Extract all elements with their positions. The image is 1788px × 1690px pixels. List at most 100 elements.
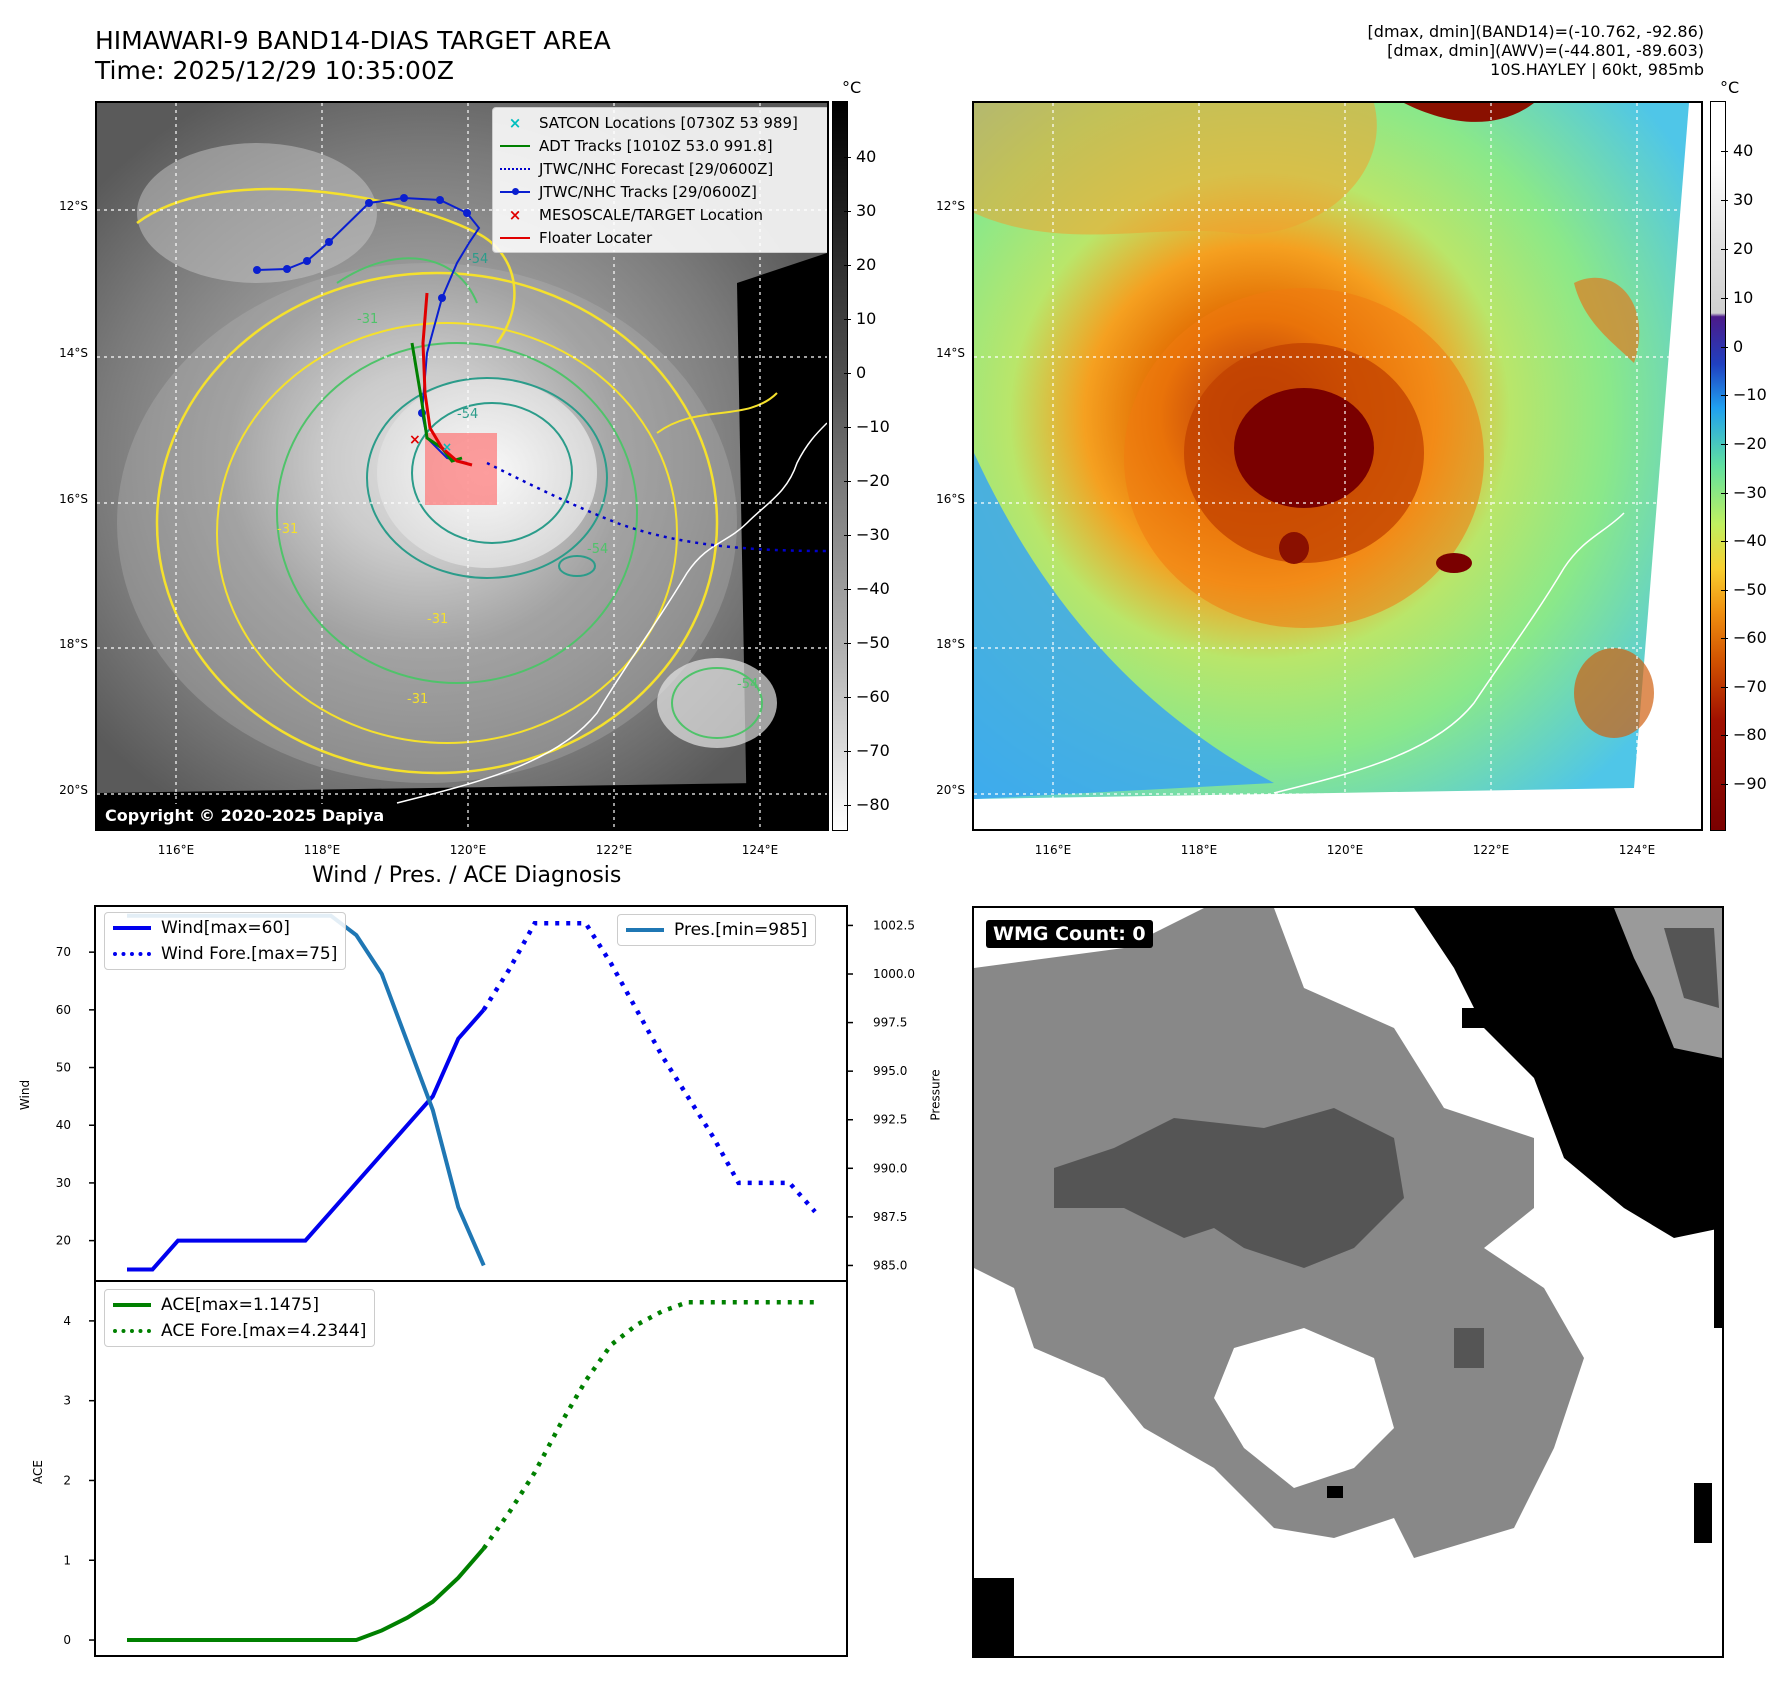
cb-tick: 0	[843, 363, 867, 382]
lat-label: 18°S	[59, 637, 88, 651]
lon-label: 120°E	[1326, 843, 1364, 857]
cb-tick: −70	[844, 741, 890, 760]
cb-tick: 10	[1720, 288, 1754, 307]
floater-line-icon	[497, 228, 533, 248]
contour-label: -54	[467, 252, 488, 267]
awv-map-panel	[972, 101, 1703, 831]
colorbar-left	[832, 101, 848, 831]
cb-tick: 30	[1720, 190, 1754, 209]
lon-label: 122°E	[595, 843, 633, 857]
ace-legend: ACE[max=1.1475] ACE Fore.[max=4.2344]	[104, 1289, 376, 1347]
awv-gridlines	[974, 103, 1701, 829]
info-band14: [dmax, dmin](BAND14)=(-10.762, -92.86)	[1367, 22, 1704, 41]
lat-label: 12°S	[59, 199, 88, 213]
y-tick-label: 997.5	[873, 1016, 907, 1030]
legend-jtwc-tracks: JTWC/NHC Tracks [29/0600Z]	[497, 180, 827, 203]
ace-axis-label: ACE	[30, 1460, 45, 1484]
legend-jtwc-tracks-label: JTWC/NHC Tracks [29/0600Z]	[539, 182, 757, 201]
pressure-legend: Pres.[min=985]	[617, 914, 817, 946]
series-line	[481, 1299, 815, 1550]
cb-tick: −40	[844, 579, 890, 598]
legend-wind-label: Wind[max=60]	[161, 918, 290, 938]
cb-tick: −30	[1721, 483, 1767, 502]
storm-info: [dmax, dmin](BAND14)=(-10.762, -92.86) […	[1368, 22, 1704, 79]
wind-fore-line-icon	[113, 952, 151, 956]
mesoscale-marker-icon: ×	[508, 205, 522, 224]
y-tick-label: 1002.5	[873, 918, 915, 932]
mesoscale-marker: ×	[409, 432, 421, 448]
lat-label: 16°S	[59, 492, 88, 506]
awv-coastline	[1273, 512, 1625, 794]
adt-track	[410, 342, 463, 463]
cb-tick: −90	[1721, 774, 1767, 793]
legend-satcon-label: SATCON Locations [0730Z 53 989]	[539, 113, 798, 132]
legend-adt-label: ADT Tracks [1010Z 53.0 991.8]	[539, 136, 773, 155]
awv-map-image	[974, 103, 1701, 829]
legend-adt: ADT Tracks [1010Z 53.0 991.8]	[497, 134, 827, 157]
figure-title: HIMAWARI-9 BAND14-DIAS TARGET AREA Time:…	[95, 26, 611, 86]
contour-label: -31	[277, 522, 298, 537]
diagnosis-title: Wind / Pres. / ACE Diagnosis	[312, 863, 622, 888]
map-legend: × SATCON Locations [0730Z 53 989] ADT Tr…	[492, 107, 827, 253]
lat-label: 16°S	[936, 492, 965, 506]
series-line	[127, 1547, 486, 1643]
cb-tick: −30	[844, 525, 890, 544]
copyright-badge: Copyright © 2020-2025 Dapiya	[99, 804, 391, 827]
legend-pressure-label: Pres.[min=985]	[674, 920, 808, 940]
legend-ace: ACE[max=1.1475]	[113, 1292, 366, 1318]
cb-tick: 30	[843, 201, 877, 220]
ace-plot: 0 1 2 3 4	[63, 1299, 815, 1647]
wmg-count-badge: WMG Count: 0	[986, 920, 1153, 948]
lat-label: 12°S	[936, 199, 965, 213]
lon-label: 116°E	[157, 843, 195, 857]
cb-tick: −10	[844, 417, 890, 436]
title-time: Time: 2025/12/29 10:35:00Z	[95, 56, 454, 85]
y-tick-label: 40	[56, 1118, 71, 1132]
forecast-line-icon	[497, 159, 533, 179]
wind-axis-label: Wind	[18, 1079, 33, 1111]
y-tick-label: 50	[56, 1061, 71, 1075]
ir-map-image: -54 -31 -54 -31 -54 -31 -54 -31	[97, 103, 827, 829]
y-tick-label: 4	[63, 1314, 71, 1328]
satcon-marker-icon: ×	[508, 113, 522, 132]
legend-ace-fore: ACE Fore.[max=4.2344]	[113, 1318, 366, 1344]
y-tick-label: 1	[63, 1553, 71, 1567]
cb-tick: −20	[844, 471, 890, 490]
coastline	[396, 422, 827, 804]
y-tick-label: 60	[56, 1003, 71, 1017]
cb-tick: 40	[843, 147, 877, 166]
lon-label: 124°E	[741, 843, 779, 857]
contour-label: -31	[427, 612, 448, 627]
legend-wind-fore: Wind Fore.[max=75]	[113, 941, 337, 967]
lon-label: 122°E	[1472, 843, 1510, 857]
lon-label: 124°E	[1618, 843, 1656, 857]
lat-label: 20°S	[59, 783, 88, 797]
wmg-image	[974, 908, 1722, 1656]
lon-label: 118°E	[1180, 843, 1218, 857]
cb-tick: −60	[1721, 628, 1767, 647]
y-tick-label: 2	[63, 1473, 71, 1487]
y-tick-label: 20	[56, 1234, 71, 1248]
cb-tick: 20	[843, 255, 877, 274]
ace-axes-frame	[94, 1280, 848, 1657]
cb-tick: 40	[1720, 141, 1754, 160]
legend-mesoscale: × MESOSCALE/TARGET Location	[497, 203, 827, 226]
colorbar-right	[1710, 101, 1726, 831]
legend-ace-label: ACE[max=1.1475]	[161, 1295, 319, 1315]
track-line-icon	[497, 182, 533, 202]
lon-label: 116°E	[1034, 843, 1072, 857]
legend-wind: Wind[max=60]	[113, 915, 337, 941]
adt-line-icon	[497, 136, 533, 156]
cb-tick: 20	[1720, 239, 1754, 258]
colorbar-left-unit: °C	[842, 78, 862, 97]
y-tick-label: 985.0	[873, 1258, 907, 1272]
legend-satcon: × SATCON Locations [0730Z 53 989]	[497, 111, 827, 134]
pressure-axis-label: Pressure	[928, 1069, 943, 1121]
legend-floater-label: Floater Locater	[539, 228, 653, 247]
jtwc-track-points	[253, 194, 471, 417]
info-storm: 10S.HAYLEY | 60kt, 985mb	[1490, 60, 1704, 79]
contour-label: -31	[357, 312, 378, 327]
y-tick-label: 70	[56, 945, 71, 959]
ir-map-panel: -54 -31 -54 -31 -54 -31 -54 -31	[95, 101, 829, 831]
contour-label: -54	[587, 542, 608, 557]
